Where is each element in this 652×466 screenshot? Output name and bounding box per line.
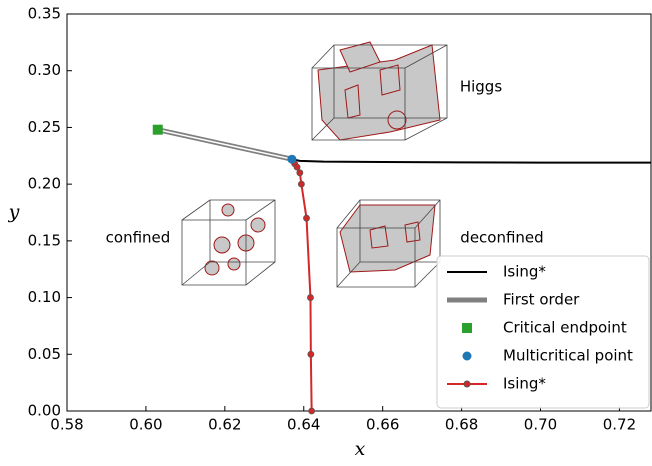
illustration-higgs <box>312 42 447 140</box>
marker <box>308 351 314 357</box>
legend-label: Ising* <box>503 375 546 393</box>
legend-swatch <box>463 352 472 361</box>
x-tick-label: 0.68 <box>445 416 478 434</box>
marker <box>287 155 296 164</box>
chart: Higgs confined deconfined x y 0.580.600.… <box>0 0 652 462</box>
marker <box>298 181 304 187</box>
annotation: deconfined <box>460 229 543 247</box>
illustration-deconfined <box>337 200 440 287</box>
marker <box>309 408 315 414</box>
x-tick-label: 0.64 <box>287 416 320 434</box>
annotation: confined <box>106 229 171 247</box>
x-axis-label: x <box>355 438 366 460</box>
x-tick-label: 0.62 <box>208 416 241 434</box>
annotation: Higgs <box>460 78 502 96</box>
y-tick-label: 0.15 <box>28 231 61 249</box>
legend-swatch <box>464 381 470 387</box>
y-tick-label: 0.10 <box>28 288 61 306</box>
legend-label: Critical endpoint <box>503 319 627 337</box>
x-tick-label: 0.72 <box>603 416 636 434</box>
marker <box>297 170 303 176</box>
y-tick-label: 0.05 <box>28 345 61 363</box>
line-core <box>158 130 292 159</box>
y-tick-label: 0.25 <box>28 118 61 136</box>
legend-swatch <box>462 323 472 333</box>
y-axis-label: y <box>8 201 20 223</box>
marker <box>304 215 310 221</box>
illustration-confined <box>182 200 275 285</box>
x-tick-label: 0.70 <box>524 416 557 434</box>
marker <box>307 295 313 301</box>
legend-label: First order <box>503 291 580 309</box>
y-tick-label: 0.30 <box>28 61 61 79</box>
y-tick-label: 0.00 <box>28 402 61 420</box>
marker <box>294 164 300 170</box>
line <box>292 159 651 162</box>
x-tick-label: 0.66 <box>366 416 399 434</box>
x-tick-label: 0.60 <box>129 416 162 434</box>
legend-label: Multicritical point <box>503 347 633 365</box>
legend-label: Ising* <box>503 263 546 281</box>
marker <box>153 125 163 135</box>
y-tick-label: 0.20 <box>28 175 61 193</box>
y-tick-label: 0.35 <box>28 5 61 23</box>
line <box>292 159 312 411</box>
